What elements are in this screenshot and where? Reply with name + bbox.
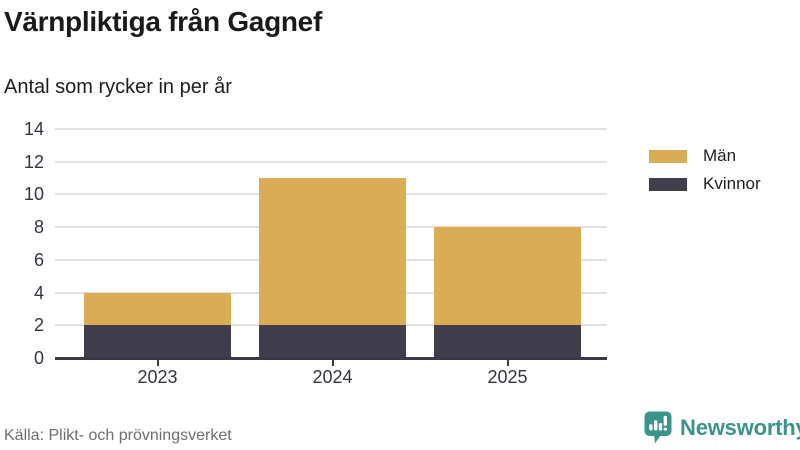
x-tick-2023 [156, 358, 159, 366]
bar-segment-kvinnor-2023 [84, 325, 231, 358]
x-tick-label-2024: 2024 [312, 367, 353, 387]
legend-swatch-män [649, 149, 687, 163]
gridline-y12 [55, 160, 607, 163]
legend-label-män: Män [703, 146, 737, 165]
legend-label-kvinnor: Kvinnor [703, 174, 761, 193]
bar-segment-män-2024 [259, 178, 406, 326]
legend-item-män: Män [649, 145, 761, 167]
y-tick-label-12: 12 [23, 151, 44, 172]
x-tick-2024 [331, 358, 334, 366]
bar-segment-män-2025 [434, 227, 581, 326]
legend-swatch-kvinnor [649, 177, 687, 191]
newsworthy-logo: Newsworthy [644, 411, 800, 445]
bar-2023 [84, 292, 231, 358]
y-tick-label-14: 14 [23, 119, 44, 139]
y-tick-label-2: 2 [33, 315, 44, 336]
bar-chart-speech-bubble-icon [644, 411, 672, 444]
legend: Män Kvinnor [649, 145, 761, 201]
plot-area [55, 128, 607, 366]
x-axis-labels: 2023 2024 2025 [55, 367, 607, 389]
chart-title: Värnpliktiga från Gagnef [4, 6, 322, 37]
x-tick-label-2025: 2025 [487, 367, 528, 387]
y-tick-label-8: 8 [33, 217, 44, 238]
x-tick-2025 [506, 358, 509, 366]
chart-subtitle: Antal som rycker in per år [4, 76, 232, 98]
bar-segment-kvinnor-2025 [434, 325, 581, 358]
legend-item-kvinnor: Kvinnor [649, 173, 761, 195]
y-tick-label-4: 4 [33, 282, 44, 303]
y-axis-labels: 0 2 4 6 8 10 12 14 [0, 119, 44, 368]
bar-2025 [434, 227, 581, 358]
bar-segment-kvinnor-2024 [259, 325, 406, 358]
x-tick-label-2023: 2023 [137, 367, 178, 387]
bar-2024 [259, 178, 406, 358]
gridline-y14 [55, 128, 607, 130]
y-tick-label-10: 10 [23, 184, 44, 205]
bar-segment-män-2023 [84, 292, 231, 326]
source-text: Källa: Plikt- och prövningsverket [4, 427, 232, 444]
newsworthy-wordmark: Newsworthy [680, 415, 800, 440]
y-tick-label-6: 6 [33, 249, 44, 270]
x-axis-line [55, 357, 607, 360]
y-tick-label-0: 0 [33, 348, 44, 368]
